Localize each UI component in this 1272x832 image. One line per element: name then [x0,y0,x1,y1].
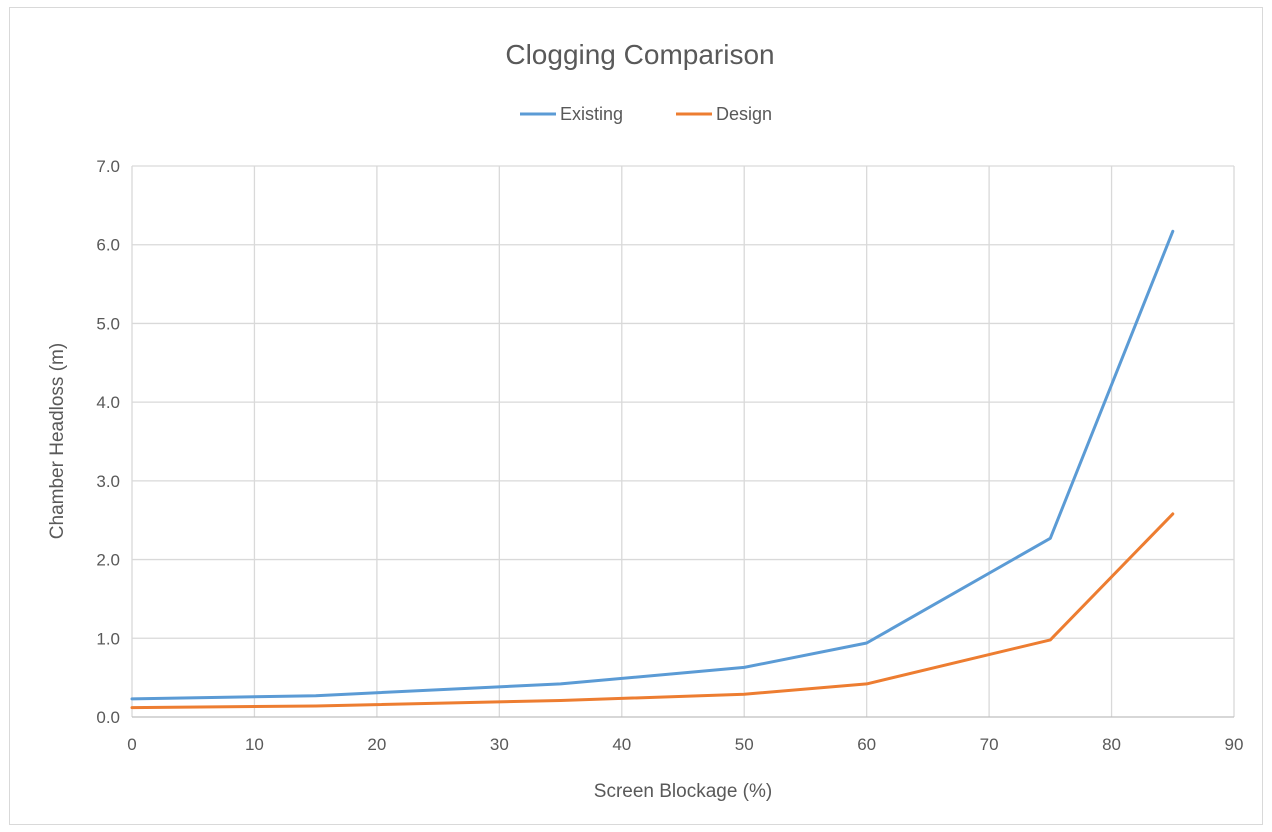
x-axis-label: Screen Blockage (%) [594,781,772,802]
x-tick-label: 30 [490,735,509,754]
x-tick-label: 80 [1102,735,1121,754]
x-tick-label: 50 [735,735,754,754]
y-tick-label: 4.0 [96,393,120,412]
y-tick-label: 5.0 [96,314,120,333]
x-tick-label: 20 [367,735,386,754]
y-axis-label: Chamber Headloss (m) [47,343,68,539]
x-tick-label: 40 [612,735,631,754]
y-tick-label: 3.0 [96,472,120,491]
x-tick-label: 70 [980,735,999,754]
x-tick-label: 90 [1225,735,1244,754]
legend-label-design: Design [716,104,772,124]
legend-label-existing: Existing [560,104,623,124]
x-tick-label: 0 [127,735,136,754]
chart-frame [9,7,1263,825]
tick-labels: 0.0 1.0 2.0 3.0 4.0 5.0 6.0 7.0 0 10 20 30 40 50 60 70 8… [96,157,1243,754]
y-tick-label: 0.0 [96,708,120,727]
gridlines [131,165,1235,717]
legend: Existing Design [520,104,772,124]
chart-title: Clogging Comparison [505,39,774,70]
series [130,229,1175,710]
y-tick-label: 1.0 [96,629,120,648]
series-line-design [130,512,1175,710]
series-line-existing [130,229,1175,701]
x-tick-label: 10 [245,735,264,754]
y-tick-label: 6.0 [96,236,120,255]
y-tick-label: 2.0 [96,551,120,570]
y-tick-label: 7.0 [96,157,120,176]
x-tick-label: 60 [857,735,876,754]
